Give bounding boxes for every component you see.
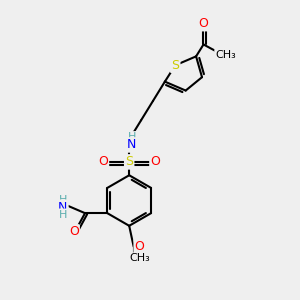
Text: N: N	[127, 138, 136, 152]
Text: O: O	[150, 155, 160, 168]
Text: S: S	[171, 59, 179, 72]
Text: N: N	[58, 201, 68, 214]
Text: H: H	[58, 195, 67, 205]
Text: CH₃: CH₃	[215, 50, 236, 60]
Text: O: O	[135, 240, 145, 253]
Text: S: S	[125, 155, 133, 168]
Text: H: H	[128, 132, 136, 142]
Text: O: O	[69, 225, 79, 239]
Text: O: O	[199, 17, 208, 30]
Text: H: H	[58, 210, 67, 220]
Text: O: O	[98, 155, 108, 168]
Text: CH₃: CH₃	[129, 254, 150, 263]
